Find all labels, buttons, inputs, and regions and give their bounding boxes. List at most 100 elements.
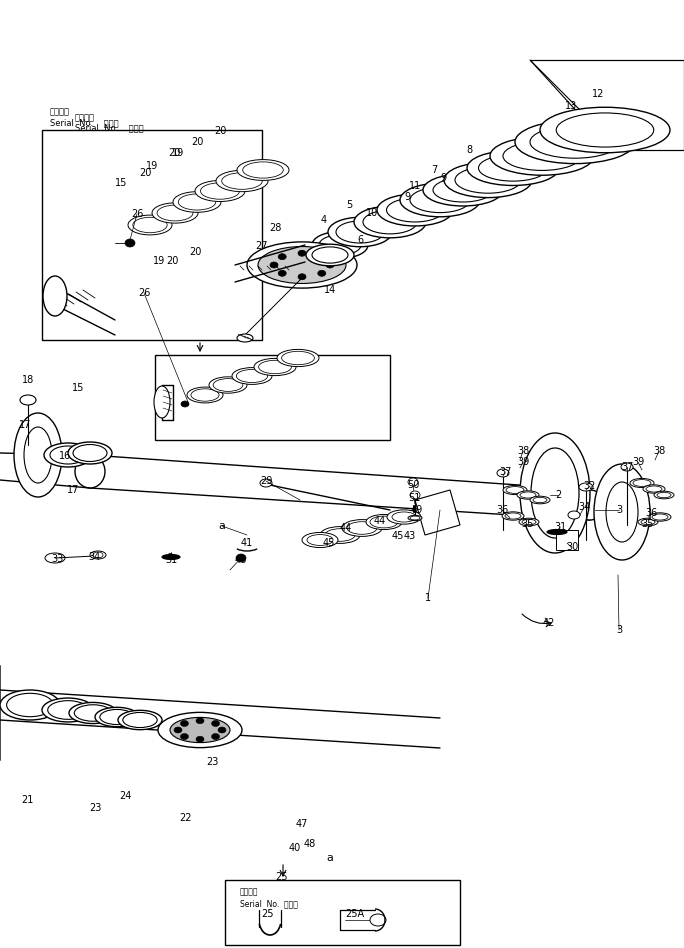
Ellipse shape <box>75 704 111 721</box>
Ellipse shape <box>277 350 319 367</box>
Text: 23: 23 <box>206 757 218 767</box>
Ellipse shape <box>14 413 62 497</box>
Polygon shape <box>225 880 460 945</box>
Ellipse shape <box>506 486 524 493</box>
Ellipse shape <box>630 479 654 487</box>
Text: 適用番号: 適用番号 <box>240 887 259 897</box>
Ellipse shape <box>410 516 420 520</box>
Ellipse shape <box>347 521 377 535</box>
Text: 20: 20 <box>189 247 201 257</box>
Ellipse shape <box>302 533 338 548</box>
Ellipse shape <box>44 443 92 467</box>
Ellipse shape <box>479 155 547 181</box>
Text: 41: 41 <box>241 538 253 548</box>
Ellipse shape <box>328 217 392 246</box>
Ellipse shape <box>606 482 638 542</box>
Ellipse shape <box>638 519 658 526</box>
Ellipse shape <box>531 448 579 538</box>
Ellipse shape <box>48 701 88 720</box>
Ellipse shape <box>258 246 346 283</box>
Text: 4: 4 <box>321 215 327 225</box>
Ellipse shape <box>467 151 559 186</box>
Ellipse shape <box>260 479 272 487</box>
Ellipse shape <box>370 914 386 926</box>
Ellipse shape <box>0 690 60 720</box>
Ellipse shape <box>363 210 417 234</box>
Text: 36: 36 <box>496 505 508 515</box>
Text: 39: 39 <box>517 457 529 467</box>
Ellipse shape <box>20 395 36 405</box>
Ellipse shape <box>319 235 361 255</box>
Ellipse shape <box>408 516 422 520</box>
Ellipse shape <box>502 512 524 520</box>
Ellipse shape <box>211 734 220 739</box>
Ellipse shape <box>181 720 189 726</box>
Ellipse shape <box>530 126 620 158</box>
Text: 21: 21 <box>21 795 34 805</box>
Ellipse shape <box>621 463 633 471</box>
Text: 37: 37 <box>621 462 633 472</box>
Ellipse shape <box>232 368 272 384</box>
Ellipse shape <box>312 246 348 264</box>
Text: 30: 30 <box>566 542 578 552</box>
Ellipse shape <box>387 510 421 524</box>
Text: 6: 6 <box>357 235 363 245</box>
Ellipse shape <box>211 720 220 726</box>
Ellipse shape <box>505 513 521 520</box>
Ellipse shape <box>128 215 172 235</box>
Text: 47: 47 <box>295 819 308 829</box>
Ellipse shape <box>173 191 221 212</box>
Text: 7: 7 <box>431 165 437 175</box>
Text: 26: 26 <box>137 288 150 298</box>
Text: 14: 14 <box>324 285 336 295</box>
Ellipse shape <box>45 553 65 563</box>
Text: 35: 35 <box>641 519 653 529</box>
Ellipse shape <box>556 113 654 147</box>
Text: o: o <box>167 551 173 561</box>
Ellipse shape <box>95 707 139 727</box>
Ellipse shape <box>270 262 278 268</box>
Text: 10: 10 <box>366 208 378 218</box>
Ellipse shape <box>278 254 286 260</box>
Polygon shape <box>530 60 684 150</box>
Text: 適用番号: 適用番号 <box>75 114 95 122</box>
Text: 43: 43 <box>404 531 416 541</box>
Polygon shape <box>42 130 262 340</box>
Text: 19: 19 <box>146 161 158 171</box>
Ellipse shape <box>568 511 580 519</box>
Text: 適用番号: 適用番号 <box>50 107 70 117</box>
Ellipse shape <box>213 378 243 392</box>
Polygon shape <box>155 355 390 440</box>
Ellipse shape <box>320 526 360 543</box>
Text: 34: 34 <box>578 502 590 512</box>
Ellipse shape <box>325 529 355 541</box>
Ellipse shape <box>594 464 650 560</box>
Ellipse shape <box>298 274 306 280</box>
Ellipse shape <box>247 242 357 288</box>
Text: 28: 28 <box>269 223 281 233</box>
Text: 15: 15 <box>115 178 127 188</box>
Ellipse shape <box>490 137 594 175</box>
Text: 45: 45 <box>392 531 404 541</box>
Ellipse shape <box>191 389 219 401</box>
Text: 42: 42 <box>543 618 555 628</box>
Ellipse shape <box>517 491 539 500</box>
Ellipse shape <box>181 401 189 407</box>
Ellipse shape <box>170 718 230 742</box>
Ellipse shape <box>520 492 536 498</box>
Ellipse shape <box>196 737 204 742</box>
Ellipse shape <box>218 727 226 733</box>
Ellipse shape <box>307 535 333 545</box>
Text: 23: 23 <box>89 803 101 813</box>
Ellipse shape <box>503 485 527 495</box>
Ellipse shape <box>75 455 105 488</box>
Text: 5: 5 <box>346 200 352 210</box>
Text: 44: 44 <box>340 523 352 533</box>
Ellipse shape <box>43 276 67 316</box>
Text: 13: 13 <box>565 101 577 111</box>
Ellipse shape <box>294 244 346 270</box>
Ellipse shape <box>42 698 94 722</box>
Text: 20: 20 <box>166 256 179 266</box>
Text: 20: 20 <box>139 168 151 178</box>
Ellipse shape <box>278 270 286 276</box>
